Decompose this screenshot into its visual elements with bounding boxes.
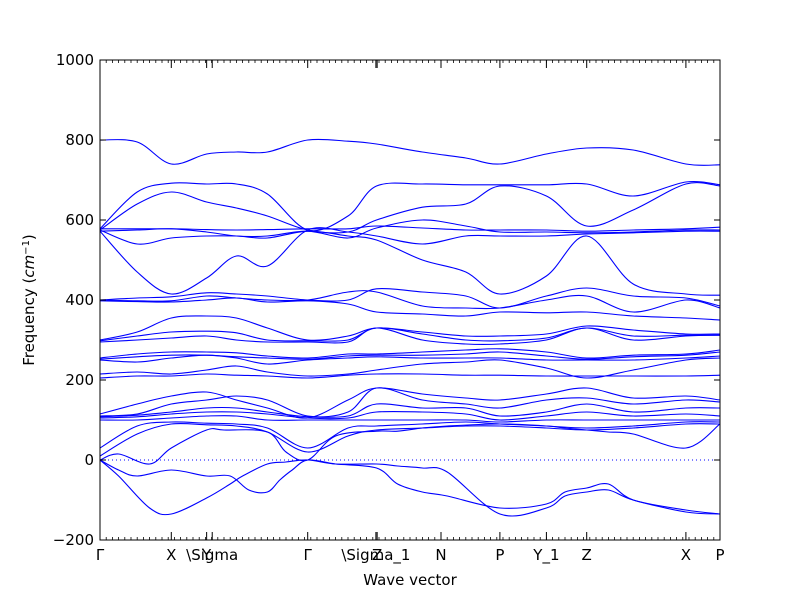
band-line-7	[100, 229, 720, 296]
plot-background	[100, 60, 720, 540]
band-line-4	[100, 225, 720, 232]
x-tick-label: X	[681, 546, 691, 564]
y-tick-label: 600	[65, 211, 94, 229]
band-line-13	[100, 327, 720, 346]
x-tick-label: Γ	[96, 546, 105, 564]
x-tick-label: X	[166, 546, 176, 564]
band-line-1	[100, 138, 720, 166]
band-line-25	[100, 422, 720, 457]
x-tick-label: Γ	[304, 546, 313, 564]
x-tick-label: \Sigma	[186, 546, 238, 564]
band-line-27	[100, 459, 720, 515]
band-line-18	[100, 373, 720, 379]
y-tick-group: −200 0 200 400 600 800 1000	[53, 51, 720, 549]
band-line-10	[100, 297, 720, 321]
y-axis-label: Frequency (cm−1)	[20, 234, 38, 366]
x-axis-label: Wave vector	[363, 571, 457, 589]
y-tick-label: 0	[84, 451, 94, 469]
band-line-24	[100, 421, 720, 449]
band-line-15	[100, 351, 720, 360]
band-line-23	[100, 415, 720, 423]
band-series-group	[100, 138, 720, 517]
y-tick-label: −200	[53, 531, 94, 549]
x-tick-label: Z	[372, 546, 382, 564]
x-tick-label: Y	[201, 546, 212, 564]
x-tick-label-group: Γ X Y\Sigma Γ \Sigma_1Z N P Y_1 Z X P	[96, 546, 725, 565]
band-line-9	[100, 290, 720, 313]
y-tick-label: 200	[65, 371, 94, 389]
x-tick-label: P	[715, 546, 724, 564]
band-line-22	[100, 410, 720, 421]
band-line-8	[100, 287, 720, 309]
y-tick-label: 1000	[56, 51, 94, 69]
x-tick-label: Z	[582, 546, 592, 564]
band-line-21	[100, 403, 720, 418]
band-line-26	[100, 423, 720, 465]
band-line-16	[100, 354, 720, 365]
x-tick-label: N	[435, 546, 446, 564]
band-line-6	[100, 227, 720, 295]
x-tick-label: \Sigma_1	[341, 546, 410, 565]
band-line-28	[100, 459, 720, 517]
band-line-20	[100, 387, 720, 418]
band-line-3	[100, 182, 720, 234]
x-tick-label: P	[495, 546, 504, 564]
x-tick-label: Y_1	[532, 546, 559, 565]
y-tick-label: 800	[65, 131, 94, 149]
band-line-2	[100, 181, 720, 232]
band-line-14	[100, 348, 720, 359]
band-line-17	[100, 357, 720, 379]
band-line-5	[100, 219, 720, 239]
y-tick-label: 400	[65, 291, 94, 309]
